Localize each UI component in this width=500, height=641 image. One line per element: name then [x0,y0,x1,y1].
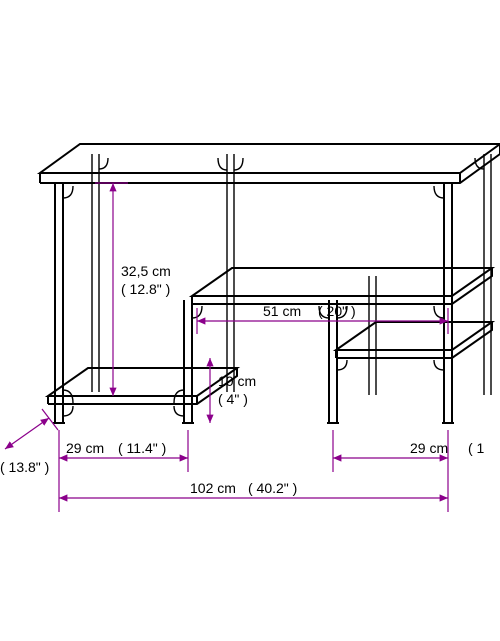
dim-height-main-imperial: ( 12.8" ) [121,281,170,297]
dim-depth-metric: ( 13.8" ) [0,459,49,475]
dim-width-mid-metric: 51 cm [263,303,301,319]
dim-height-lower-metric: 10 cm [218,373,256,389]
dim-height-main-metric: 32,5 cm [121,263,171,279]
dim-width-right-imperial: ( 1 [468,440,485,456]
dim-width-right-metric: 29 cm [410,440,448,456]
dim-width-total-imperial: ( 40.2" ) [248,480,297,496]
furniture-drawing [40,144,500,423]
dim-width-mid-imperial: ( 20" ) [318,303,356,319]
dim-width-left-metric: 29 cm [66,440,104,456]
dim-depth: ( 13.8" ) [0,409,58,475]
dim-height-main: 32,5 cm ( 12.8" ) [95,183,171,396]
dim-width-right: 29 cm ( 1 [333,430,485,472]
dim-width-left: 29 cm ( 11.4" ) [59,430,188,472]
dim-width-total-metric: 102 cm [190,480,236,496]
dim-width-total: 102 cm ( 40.2" ) [59,472,448,512]
dim-height-lower-imperial: ( 4" ) [218,391,248,407]
dim-width-left-imperial: ( 11.4" ) [118,440,166,456]
